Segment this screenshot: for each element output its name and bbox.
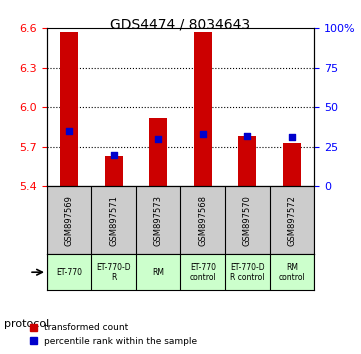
Point [111, 152, 117, 158]
Bar [194, 32, 212, 187]
Text: GSM897573: GSM897573 [154, 195, 163, 246]
Bar [149, 118, 167, 187]
Text: GSM897568: GSM897568 [198, 195, 207, 246]
Text: GSM897571: GSM897571 [109, 195, 118, 246]
Text: ET-770-D
R: ET-770-D R [96, 263, 131, 282]
Text: ET-770: ET-770 [56, 268, 82, 277]
Bar [238, 136, 256, 187]
Bar [60, 32, 78, 187]
Legend: transformed count, percentile rank within the sample: transformed count, percentile rank withi… [26, 320, 201, 349]
Text: protocol: protocol [4, 319, 49, 329]
Bar [283, 143, 301, 187]
Text: RM: RM [152, 268, 164, 277]
Bar [105, 156, 123, 187]
Text: GSM897570: GSM897570 [243, 195, 252, 246]
Text: GSM897572: GSM897572 [287, 195, 296, 246]
Text: ET-770-D
R control: ET-770-D R control [230, 263, 265, 282]
Text: RM
control: RM control [278, 263, 305, 282]
Point [66, 128, 72, 134]
Text: ET-770
control: ET-770 control [190, 263, 216, 282]
Text: GSM897569: GSM897569 [65, 195, 74, 246]
Point [244, 133, 250, 139]
Text: GDS4474 / 8034643: GDS4474 / 8034643 [110, 18, 251, 32]
Point [200, 131, 206, 137]
Point [289, 135, 295, 140]
Point [155, 136, 161, 142]
